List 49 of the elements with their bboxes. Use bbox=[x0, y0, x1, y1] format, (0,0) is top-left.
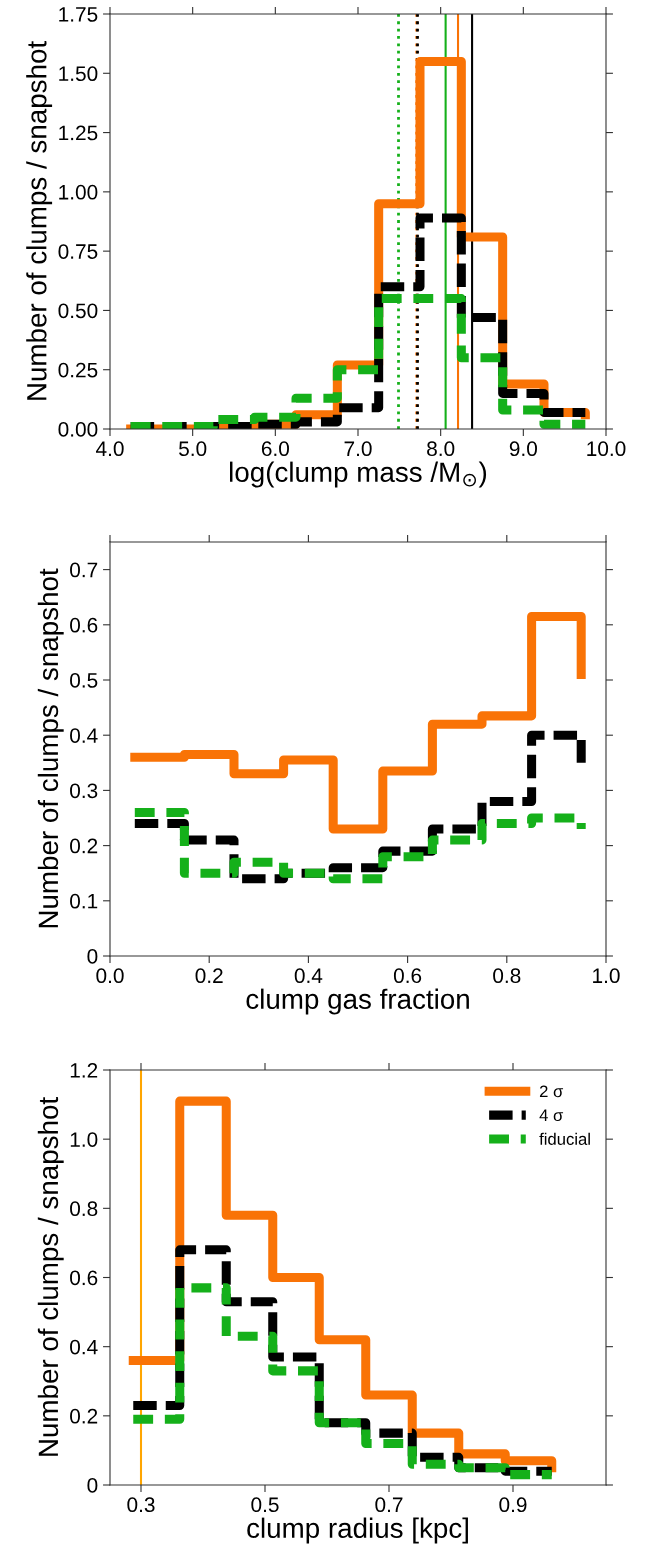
y-tick-label: 0.2 bbox=[70, 838, 98, 854]
y-tick-label: 0.00 bbox=[58, 422, 98, 437]
x-tick-label: 7.0 bbox=[344, 441, 372, 457]
y-tick-label: 0 bbox=[87, 1478, 98, 1493]
y-tick-label: 0 bbox=[87, 949, 98, 964]
x-tick-label: 0.4 bbox=[294, 968, 323, 984]
y-tick-label: 0.6 bbox=[70, 1270, 98, 1286]
legend-label: 2 σ bbox=[539, 1085, 564, 1098]
x-tick-label: 4.0 bbox=[96, 441, 124, 457]
y-tick-label: 1.75 bbox=[59, 7, 98, 22]
x-tick-label: 9.0 bbox=[509, 441, 537, 457]
y-tick-label: 0.4 bbox=[70, 1339, 98, 1355]
y-tick-label: 0.3 bbox=[70, 783, 98, 799]
x-tick-label: 0.3 bbox=[127, 1497, 155, 1513]
y-tick-label: 1.25 bbox=[59, 125, 98, 141]
y-tick-label: 0.50 bbox=[58, 303, 98, 319]
x-tick-label: 10.0 bbox=[587, 441, 626, 457]
y-tick-label: 0.25 bbox=[58, 362, 98, 378]
y-tick-label: 0.6 bbox=[70, 617, 98, 633]
y-axis-title: Number of clumps / snapshot bbox=[37, 568, 64, 928]
y-tick-label: 1.00 bbox=[59, 184, 98, 200]
x-tick-label: 0.5 bbox=[251, 1497, 279, 1513]
y-axis-title: Number of clumps / snapshot bbox=[26, 41, 53, 400]
x-tick-label: 5.0 bbox=[179, 441, 207, 457]
y-axis-title: Number of clumps / snapshot bbox=[37, 1097, 64, 1456]
y-tick-label: 0.8 bbox=[70, 1201, 98, 1217]
x-tick-label: 0.6 bbox=[393, 968, 422, 984]
y-tick-label: 0.4 bbox=[70, 728, 98, 743]
x-axis-title: clump gas fraction bbox=[246, 988, 469, 1015]
y-tick-label: 1.0 bbox=[70, 1132, 98, 1147]
x-tick-label: 1.0 bbox=[593, 968, 620, 984]
x-tick-label: 0.9 bbox=[499, 1497, 527, 1513]
y-tick-label: 0.75 bbox=[58, 244, 98, 259]
x-tick-label: 0.0 bbox=[96, 968, 124, 984]
legend-label: fiducial bbox=[539, 1132, 590, 1145]
y-tick-label: 1.50 bbox=[59, 66, 98, 82]
x-tick-label: 6.0 bbox=[261, 441, 289, 457]
y-tick-label: 0.2 bbox=[70, 1408, 98, 1424]
legend-label: 4 σ bbox=[539, 1109, 564, 1122]
x-axis-title: clump radius [kpc] bbox=[247, 1517, 468, 1544]
y-tick-label: 0.1 bbox=[70, 893, 98, 909]
x-tick-label: 0.7 bbox=[375, 1497, 403, 1513]
x-axis-title: log(clump mass /M$_{⊙}$) bbox=[230, 461, 487, 488]
x-tick-label: 0.8 bbox=[493, 968, 521, 984]
y-tick-label: 1.2 bbox=[70, 1063, 98, 1078]
y-tick-label: 0.7 bbox=[70, 562, 98, 578]
x-tick-label: 8.0 bbox=[427, 441, 455, 457]
x-tick-label: 0.2 bbox=[195, 968, 223, 984]
y-tick-label: 0.5 bbox=[70, 673, 98, 688]
